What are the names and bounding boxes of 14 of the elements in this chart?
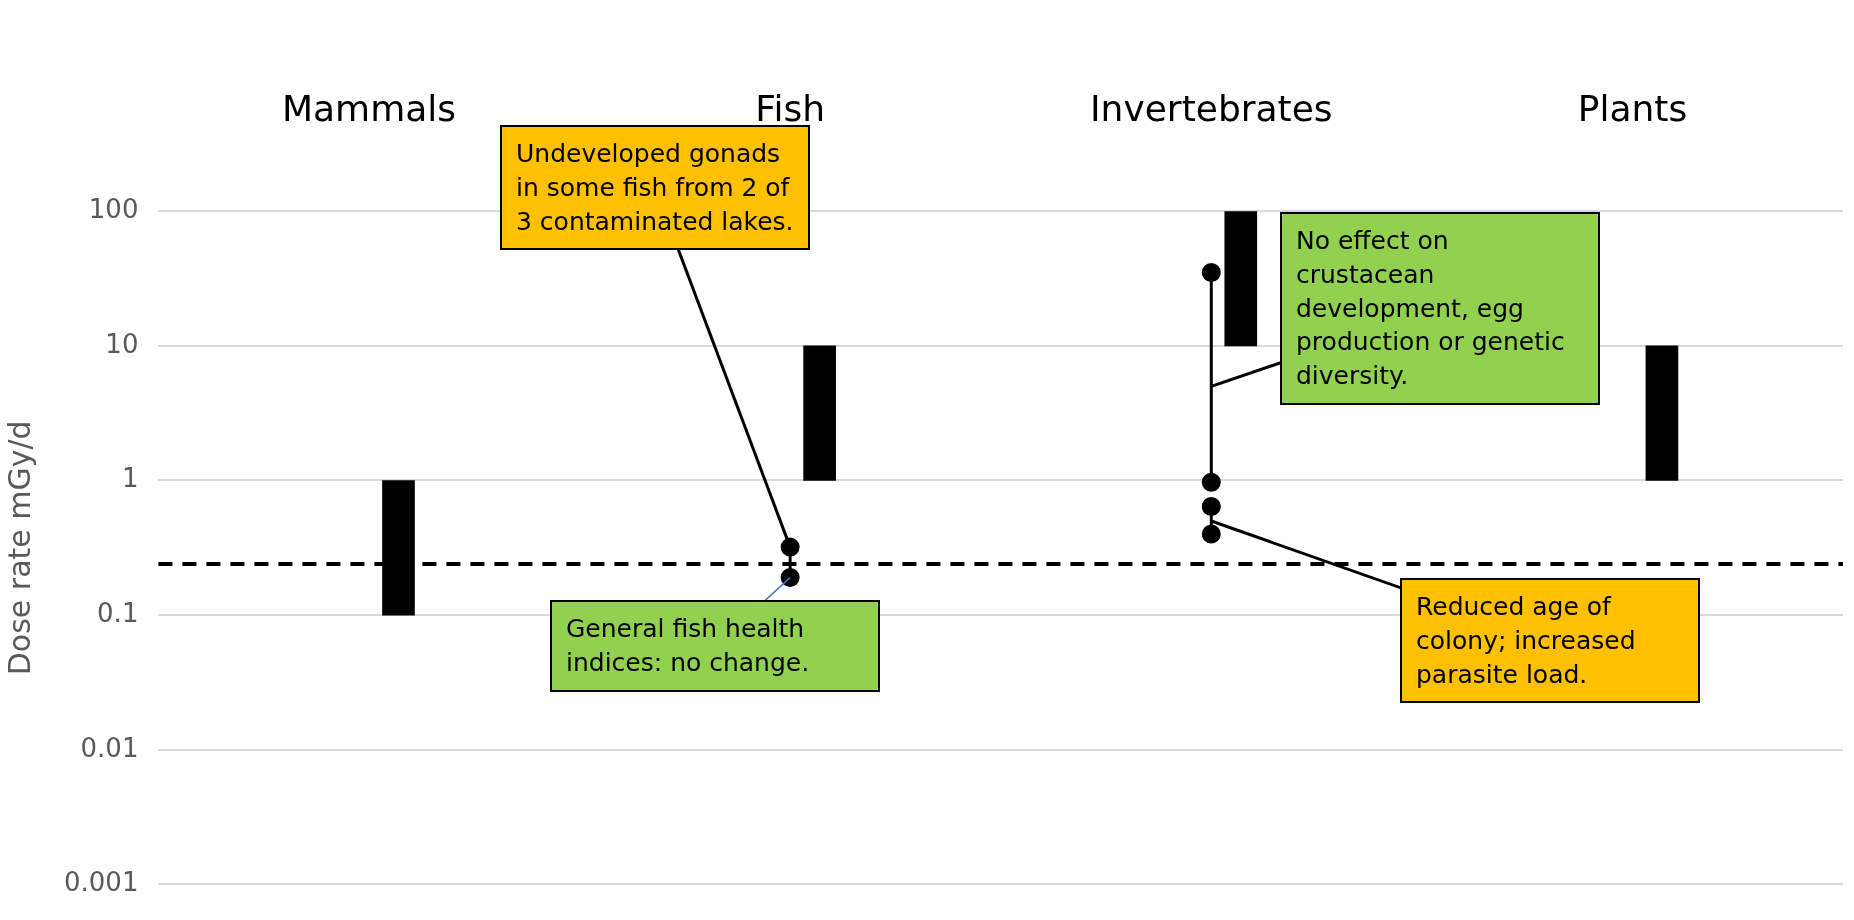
callout-box: Reduced age of colony; increased parasite load. [1400, 578, 1700, 704]
y-tick-label: 0.1 [97, 597, 139, 628]
x-tick-label: Invertebrates [1089, 87, 1333, 129]
callout-box: General fish health indices: no change. [550, 600, 880, 692]
x-tick-label: Mammals [281, 87, 457, 129]
x-tick-label: Plants [1577, 87, 1688, 129]
callout-box: Undeveloped gonads in some fish from 2 of 3 contaminated lakes. [500, 125, 810, 251]
y-tick-label: 1 [121, 463, 139, 494]
y-tick-label: 0.01 [80, 732, 139, 763]
y-axis-title: Dose rate mGy/d [1, 420, 37, 676]
y-tick-label: 0.001 [64, 867, 139, 898]
y-tick-label: 100 [88, 193, 139, 224]
callout-box: No effect on crustacean development, egg production or genetic diversity. [1280, 212, 1600, 405]
y-tick-label: 10 [105, 328, 139, 359]
